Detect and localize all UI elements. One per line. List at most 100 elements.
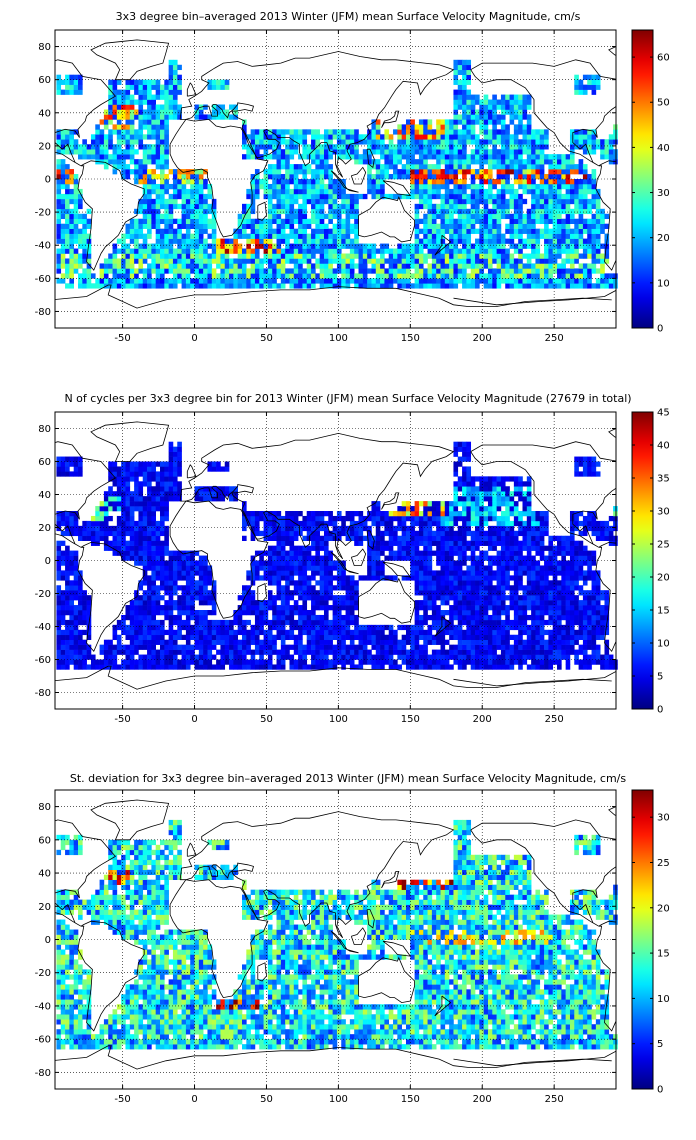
heatmap-cell	[259, 629, 264, 636]
heatmap-cell	[306, 639, 312, 645]
heatmap-cell	[181, 585, 187, 591]
heatmap-cell	[595, 144, 601, 150]
heatmap-cell	[267, 520, 273, 527]
heatmap-cell	[95, 659, 100, 665]
heatmap-cell	[250, 659, 256, 665]
heatmap-cell	[582, 263, 588, 269]
heatmap-cell	[90, 535, 96, 541]
heatmap-cell	[147, 223, 152, 229]
heatmap-cell	[99, 649, 105, 655]
heatmap-cell	[574, 218, 579, 224]
heatmap-cell	[56, 654, 62, 660]
heatmap-cell	[121, 248, 126, 254]
heatmap-cell	[544, 213, 549, 220]
heatmap-cell	[557, 243, 562, 249]
heatmap-cell	[315, 183, 320, 190]
heatmap-cell	[604, 273, 610, 279]
heatmap-cell	[73, 575, 79, 581]
heatmap-cell	[103, 506, 109, 512]
heatmap-cell	[168, 213, 174, 220]
heatmap-cell	[487, 213, 493, 220]
heatmap-cell	[65, 659, 70, 665]
heatmap-cell	[410, 174, 415, 180]
heatmap-cell	[168, 585, 174, 591]
heatmap-cell	[591, 89, 597, 95]
heatmap-cell	[65, 456, 70, 462]
heatmap-cell	[280, 605, 286, 611]
heatmap-cell	[548, 233, 554, 239]
heatmap-cell	[600, 273, 605, 279]
heatmap-cell	[315, 129, 320, 135]
coastline	[77, 160, 145, 271]
heatmap-cell	[164, 243, 169, 249]
heatmap-cell	[483, 134, 489, 140]
heatmap-cell	[513, 273, 519, 279]
heatmap-cell	[522, 263, 528, 269]
heatmap-cell	[272, 144, 277, 150]
heatmap-cell	[164, 629, 169, 636]
heatmap-cell	[73, 560, 79, 566]
coastline	[169, 118, 269, 238]
heatmap-cell	[203, 486, 208, 492]
heatmap-cell	[254, 634, 260, 640]
heatmap-cell	[151, 79, 156, 85]
heatmap-cell	[155, 590, 161, 596]
heatmap-cell	[160, 188, 165, 195]
heatmap-cell	[418, 129, 424, 135]
heatmap-cell	[582, 188, 588, 195]
heatmap-cell	[569, 258, 575, 264]
heatmap-cell	[125, 134, 131, 140]
heatmap-cell	[311, 169, 316, 175]
heatmap-cell	[475, 134, 480, 140]
heatmap-cell	[263, 600, 269, 606]
heatmap-cell	[595, 218, 601, 224]
heatmap-cell	[513, 124, 519, 130]
heatmap-cell	[65, 605, 70, 611]
heatmap-cell	[125, 624, 131, 631]
heatmap-cell	[65, 575, 70, 581]
heatmap-cell	[293, 580, 299, 586]
heatmap-cell	[539, 228, 545, 234]
heatmap-cell	[125, 659, 131, 665]
heatmap-cell	[134, 486, 139, 492]
heatmap-cell	[263, 629, 269, 636]
heatmap-cell	[518, 218, 523, 224]
heatmap-cell	[574, 258, 579, 264]
heatmap-cell	[116, 263, 122, 269]
heatmap-cell	[73, 188, 79, 195]
heatmap-cell	[496, 273, 502, 279]
heatmap-cell	[155, 555, 161, 561]
heatmap-cell	[164, 511, 169, 517]
heatmap-cell	[190, 605, 195, 611]
heatmap-cell	[574, 198, 579, 205]
heatmap-cell	[285, 208, 290, 215]
heatmap-cell	[147, 614, 152, 621]
heatmap-cell	[272, 664, 277, 670]
heatmap-cell	[164, 659, 169, 665]
heatmap-cell	[198, 555, 204, 561]
heatmap-cell	[492, 124, 497, 130]
heatmap-cell	[125, 124, 131, 130]
heatmap-cell	[134, 248, 139, 254]
colorbar-scale	[631, 29, 654, 329]
heatmap-cell	[69, 149, 74, 155]
heatmap-cell	[168, 619, 174, 626]
heatmap-cell	[134, 134, 139, 140]
heatmap-cell	[73, 530, 79, 537]
heatmap-cell	[194, 233, 200, 239]
heatmap-cell	[168, 446, 174, 452]
heatmap-cell	[216, 273, 221, 279]
heatmap-cell	[142, 600, 148, 606]
heatmap-cell	[172, 590, 178, 596]
heatmap-cell	[293, 634, 299, 640]
heatmap-cell	[116, 278, 122, 284]
heatmap-cell	[211, 223, 217, 229]
heatmap-cell	[229, 258, 234, 264]
heatmap-cell	[220, 238, 226, 244]
heatmap-cell	[242, 520, 247, 527]
heatmap-cell	[164, 99, 169, 105]
heatmap-cell	[138, 654, 144, 660]
heatmap-cell	[177, 664, 182, 670]
heatmap-cell	[561, 238, 566, 244]
heatmap-cell	[203, 228, 208, 234]
